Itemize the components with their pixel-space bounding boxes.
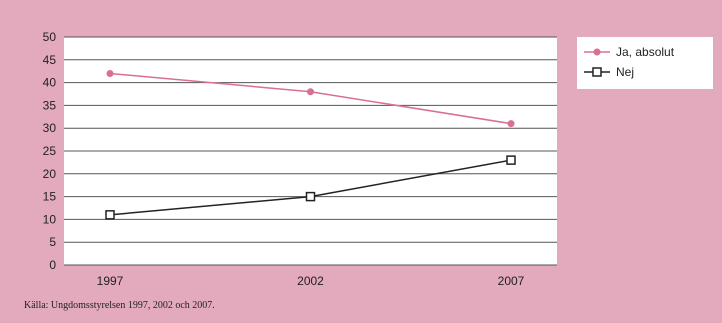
y-tick-label: 5 [49, 235, 56, 249]
x-axis-ticks: 1997 2002 2007 [97, 274, 525, 288]
y-tick-label: 20 [43, 167, 57, 181]
y-tick-label: 15 [43, 190, 57, 204]
x-tick-label: 2007 [498, 274, 525, 288]
y-tick-label: 10 [43, 212, 57, 226]
legend-marker [592, 67, 602, 77]
data-point [506, 155, 516, 165]
source-note: Källa: Ungdomsstyrelsen 1997, 2002 och 2… [24, 300, 215, 311]
legend-marker [593, 48, 601, 56]
gridlines [64, 36, 557, 266]
data-point [305, 191, 316, 202]
legend: Ja, absolut Nej [577, 37, 713, 89]
y-tick-label: 0 [49, 258, 56, 272]
data-point [507, 120, 515, 128]
data-point [106, 69, 114, 77]
legend-box [577, 37, 713, 89]
x-tick-label: 1997 [97, 274, 124, 288]
legend-label: Nej [616, 65, 634, 79]
y-axis-ticks: 0 5 10 15 20 25 30 35 40 45 50 [43, 30, 57, 272]
x-tick-label: 2002 [297, 274, 324, 288]
data-point [105, 210, 115, 220]
data-point [307, 88, 314, 96]
y-tick-label: 25 [43, 144, 57, 158]
y-tick-label: 35 [43, 98, 57, 112]
series-lines [105, 69, 516, 220]
y-tick-label: 40 [43, 76, 57, 90]
y-tick-label: 50 [43, 30, 57, 44]
y-tick-label: 45 [43, 53, 57, 67]
y-tick-label: 30 [43, 121, 57, 135]
legend-label: Ja, absolut [616, 45, 675, 59]
